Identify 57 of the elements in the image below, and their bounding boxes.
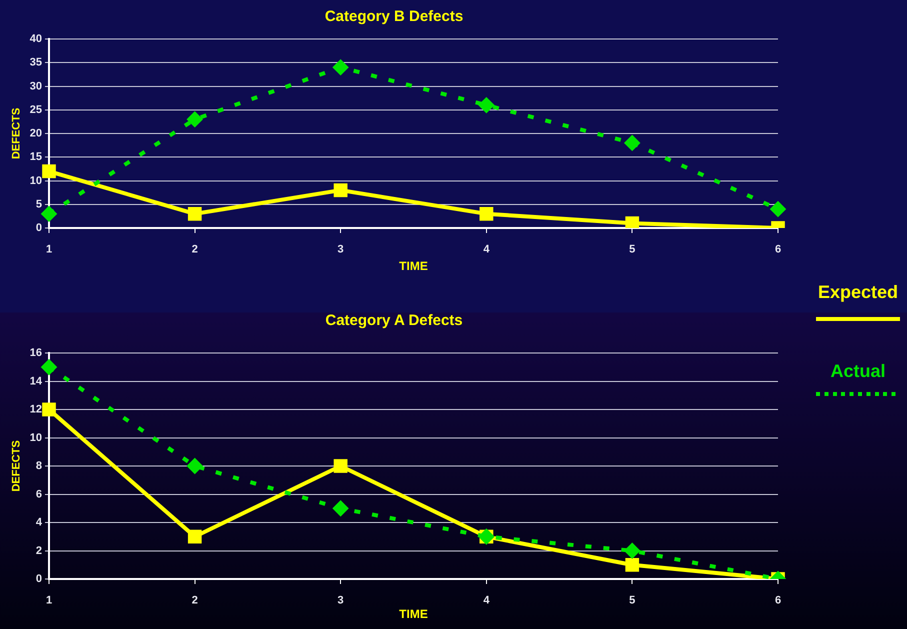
y-tick-label: 10 <box>30 174 42 187</box>
x-tick-label: 1 <box>46 594 52 607</box>
point <box>624 542 640 559</box>
x-tick-label: 4 <box>483 244 490 256</box>
x-tick-label: 6 <box>774 244 782 256</box>
chart-title: Category A Defects <box>325 312 463 330</box>
point <box>186 458 203 474</box>
y-tick-label: 8 <box>36 460 42 472</box>
point <box>41 206 57 222</box>
point <box>334 183 348 198</box>
point <box>770 201 786 218</box>
y-tick-label: 6 <box>36 488 42 500</box>
y-tick-label: 16 <box>30 347 42 360</box>
text: Actual <box>830 360 886 382</box>
y-tick-label: 5 <box>36 198 42 210</box>
x-tick-label: 2 <box>192 244 198 256</box>
x-tick-label: 6 <box>774 594 782 607</box>
y-tick-label: 10 <box>30 432 42 444</box>
x-axis-title: TIME <box>399 259 428 274</box>
y-tick-label: 0 <box>36 573 42 586</box>
x-axis-title: TIME <box>399 607 428 622</box>
point <box>625 216 640 228</box>
point <box>186 111 203 128</box>
point <box>188 206 202 221</box>
x-tick-label: 1 <box>46 244 52 256</box>
x-tick-label: 2 <box>192 594 198 607</box>
point <box>332 500 349 516</box>
y-tick-label: 0 <box>36 222 42 234</box>
point <box>188 530 202 544</box>
point <box>624 134 640 151</box>
y-tick-label: 25 <box>30 104 42 116</box>
y-tick-label: 15 <box>30 151 42 164</box>
y-axis-title: DEFECTS <box>10 108 23 160</box>
x-tick-label: 3 <box>338 244 344 256</box>
point <box>41 359 57 376</box>
x-tick-label: 3 <box>338 594 344 607</box>
chart-title: Category B Defects <box>324 8 464 26</box>
point <box>334 459 348 473</box>
point <box>42 402 56 416</box>
y-axis-title: DEFECTS <box>10 440 23 492</box>
x-tick-label: 5 <box>629 244 636 256</box>
point <box>42 164 56 178</box>
point <box>332 59 349 76</box>
y-tick-label: 20 <box>30 128 42 140</box>
y-tick-label: 30 <box>30 80 42 92</box>
point <box>625 558 640 572</box>
point <box>480 206 494 221</box>
y-tick-label: 35 <box>30 56 42 69</box>
text: Expected <box>818 281 898 303</box>
y-tick-label: 40 <box>30 33 42 46</box>
y-tick-label: 12 <box>30 404 42 416</box>
y-tick-label: 2 <box>36 544 42 557</box>
y-tick-label: 14 <box>30 375 43 388</box>
x-tick-label: 4 <box>483 594 490 607</box>
x-tick-label: 5 <box>629 594 636 607</box>
point <box>478 97 494 114</box>
y-tick-label: 4 <box>36 516 43 529</box>
